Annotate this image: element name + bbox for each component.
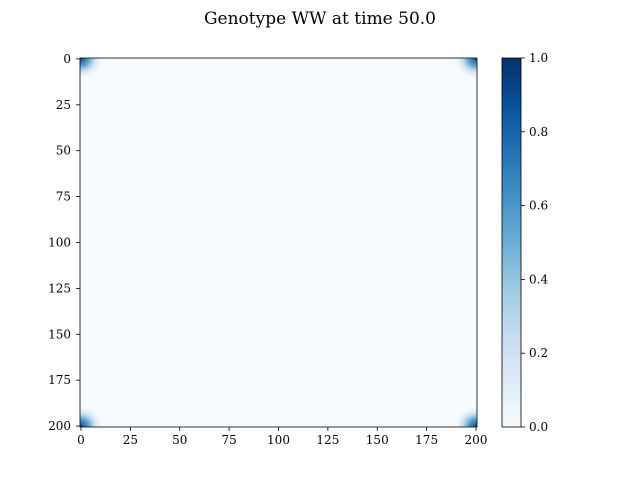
colorbar-tick-label: 0.0 [529, 420, 548, 434]
x-tick-label: 0 [77, 433, 85, 447]
corner-peak-0 [80, 58, 103, 79]
heatmap [79, 57, 478, 428]
corner-peak-2 [80, 406, 103, 427]
colorbar-gradient [501, 57, 522, 428]
y-tick-label: 200 [48, 419, 71, 433]
x-tick-label: 75 [221, 433, 236, 447]
x-tick-label: 150 [366, 433, 389, 447]
colorbar: 0.0 0.2 0.4 0.6 0.8 1.0 [501, 51, 548, 434]
y-tick-label: 150 [48, 327, 71, 341]
corner-peak-3 [454, 406, 477, 427]
colorbar-tick-label: 0.6 [529, 199, 548, 213]
y-tick-label: 75 [56, 190, 71, 204]
x-tick-label: 175 [415, 433, 438, 447]
x-tick-label: 125 [316, 433, 339, 447]
corner-peak-1 [454, 58, 477, 79]
y-tick-label: 175 [48, 373, 71, 387]
x-tick-label: 25 [123, 433, 138, 447]
heatmap-background [80, 58, 477, 427]
x-tick-label: 200 [465, 433, 488, 447]
x-tick-label: 100 [267, 433, 290, 447]
y-tick-label: 0 [63, 52, 71, 66]
colorbar-tick-label: 0.2 [529, 346, 548, 360]
y-tick-label: 50 [56, 144, 71, 158]
chart-title: Genotype WW at time 50.0 [204, 9, 436, 29]
y-axis: 0 25 50 75 100 125 150 175 200 [48, 52, 80, 433]
x-axis: 0 25 50 75 100 125 150 175 200 [77, 427, 487, 447]
colorbar-tick-label: 0.8 [529, 125, 548, 139]
y-tick-label: 25 [56, 98, 71, 112]
colorbar-tick-label: 1.0 [529, 51, 548, 65]
y-tick-label: 125 [48, 281, 71, 295]
x-tick-label: 50 [172, 433, 187, 447]
colorbar-tick-label: 0.4 [529, 272, 548, 286]
y-tick-label: 100 [48, 236, 71, 250]
